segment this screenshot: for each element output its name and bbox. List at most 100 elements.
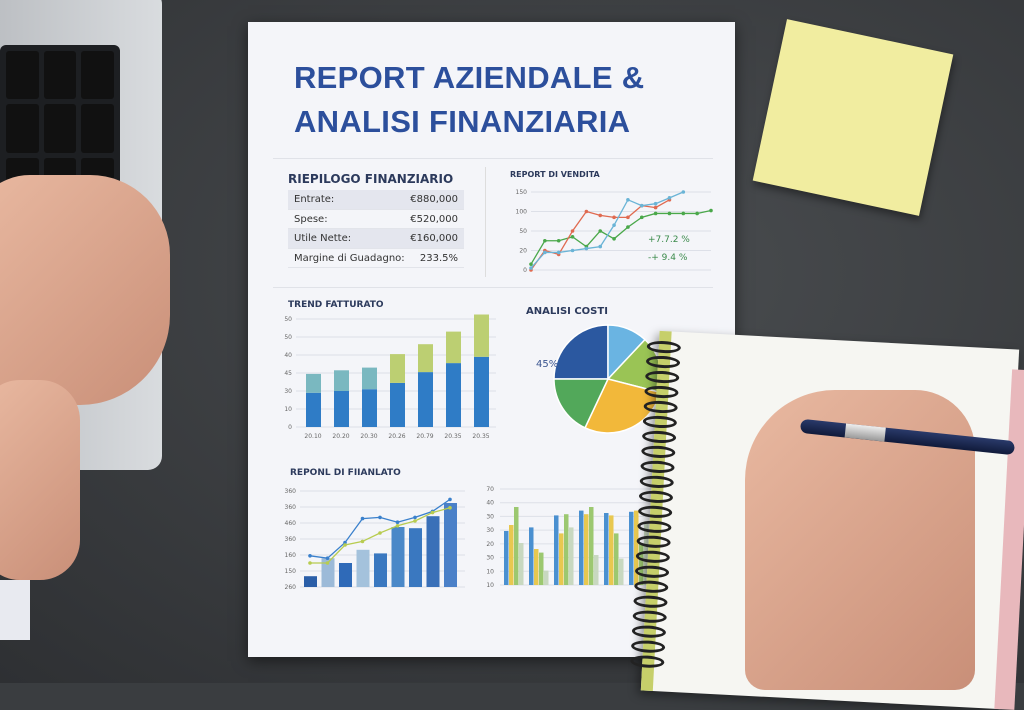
data-point — [653, 201, 658, 206]
bar — [474, 356, 489, 427]
y-tick-label: 20 — [519, 248, 527, 255]
y-tick-label: 40 — [486, 500, 494, 507]
data-point — [448, 497, 452, 502]
data-point — [612, 215, 616, 220]
y-tick-label: 50 — [284, 334, 292, 341]
bar — [569, 527, 574, 585]
shirt-cuff — [0, 580, 30, 640]
data-point — [612, 237, 616, 241]
cost-chart-title: ANALISI COSTI — [526, 306, 608, 317]
data-point — [639, 215, 644, 220]
row-value: €880,000 — [410, 194, 458, 205]
y-tick-label: 50 — [519, 228, 527, 235]
combo-chart: 2601501603604603603602011202320352027363… — [285, 488, 465, 591]
cost-pie-chart: 45%25% — [536, 324, 680, 434]
series-line — [530, 191, 684, 269]
bar — [306, 373, 321, 393]
row-value: €160,000 — [410, 233, 458, 244]
bottom-left-chart-title: REPONL DI FIIANLATO — [290, 468, 401, 478]
bar — [321, 558, 335, 587]
data-point — [308, 554, 312, 558]
data-point — [529, 266, 533, 270]
data-point — [395, 524, 400, 528]
y-tick-label: 100 — [516, 209, 528, 216]
x-tick-label: 20.30 — [360, 433, 377, 440]
annotation: -+ 9.4 % — [648, 253, 688, 263]
data-point — [529, 262, 533, 266]
data-point — [695, 211, 699, 216]
bar — [426, 516, 440, 587]
data-point — [448, 506, 452, 510]
bar — [356, 549, 370, 587]
annotation: +7.7.2 % — [648, 235, 690, 245]
bar — [579, 510, 584, 585]
row-label: Spese: — [294, 213, 328, 225]
y-tick-label: 40 — [284, 352, 292, 359]
y-tick-label: 360 — [285, 504, 297, 511]
data-point — [570, 235, 575, 239]
financial-summary-table: Entrate: €880,000 Spese: €520,000 Utile Nett… — [288, 190, 464, 268]
data-point — [343, 543, 347, 547]
x-tick-label: 20.79 — [416, 433, 433, 440]
row-label: Margine di Guadagno: — [294, 252, 405, 264]
bar — [564, 514, 569, 585]
divider — [485, 167, 486, 277]
left-wrist — [0, 380, 80, 580]
bar — [446, 331, 461, 364]
row-label: Utile Nette: — [294, 233, 352, 244]
bar — [362, 389, 377, 427]
data-point — [430, 510, 435, 515]
data-point — [653, 205, 658, 210]
bar — [390, 382, 405, 427]
divider — [273, 158, 713, 159]
data-point — [360, 516, 365, 521]
left-hand — [0, 175, 170, 405]
x-tick-label: 20.26 — [388, 433, 405, 440]
sales-line-chart: 0 20 50 100 150 +7.7.2 % -+ 9.4 % — [516, 189, 713, 274]
data-point — [667, 196, 672, 200]
bar — [474, 314, 489, 357]
data-point — [626, 215, 630, 220]
data-point — [598, 244, 603, 249]
bar — [418, 372, 433, 427]
pie-label: 45% — [536, 359, 558, 370]
data-point — [308, 561, 312, 565]
y-tick-label: 70 — [486, 486, 494, 493]
bar — [594, 555, 599, 585]
revenue-chart-title: TREND FATTURATO — [288, 300, 384, 310]
row-value: 233.5% — [419, 252, 458, 264]
bar — [614, 533, 619, 585]
report-title: REPORT AZIENDALE & ANALISI FINANZIARIA — [294, 60, 645, 139]
bar — [418, 344, 433, 373]
data-point — [543, 238, 547, 243]
y-tick-label: 30 — [486, 527, 494, 534]
bar — [334, 391, 349, 427]
bar — [634, 510, 639, 585]
bar — [504, 531, 509, 585]
bar — [444, 503, 457, 587]
data-point — [584, 246, 589, 251]
bar — [514, 507, 519, 585]
bar — [589, 507, 594, 585]
x-tick-label: 20.20 — [332, 433, 349, 440]
data-point — [667, 211, 672, 216]
summary-row: Spese: €520,000 — [288, 210, 464, 229]
bar — [339, 563, 352, 587]
data-point — [360, 539, 365, 544]
data-point — [681, 190, 686, 194]
data-point — [612, 223, 616, 227]
y-tick-label: 360 — [285, 536, 297, 543]
data-point — [584, 209, 589, 214]
data-point — [325, 556, 330, 560]
bar — [544, 570, 549, 585]
bar — [554, 515, 559, 585]
bar — [306, 392, 321, 427]
y-tick-label: 45 — [284, 370, 292, 377]
data-point — [378, 515, 382, 520]
data-point — [556, 238, 561, 243]
sales-chart-title: REPORT DI VENDITA — [510, 170, 600, 179]
data-point — [626, 225, 630, 229]
bar — [362, 367, 377, 390]
y-tick-label: 10 — [486, 582, 494, 589]
y-tick-label: 30 — [486, 513, 494, 520]
